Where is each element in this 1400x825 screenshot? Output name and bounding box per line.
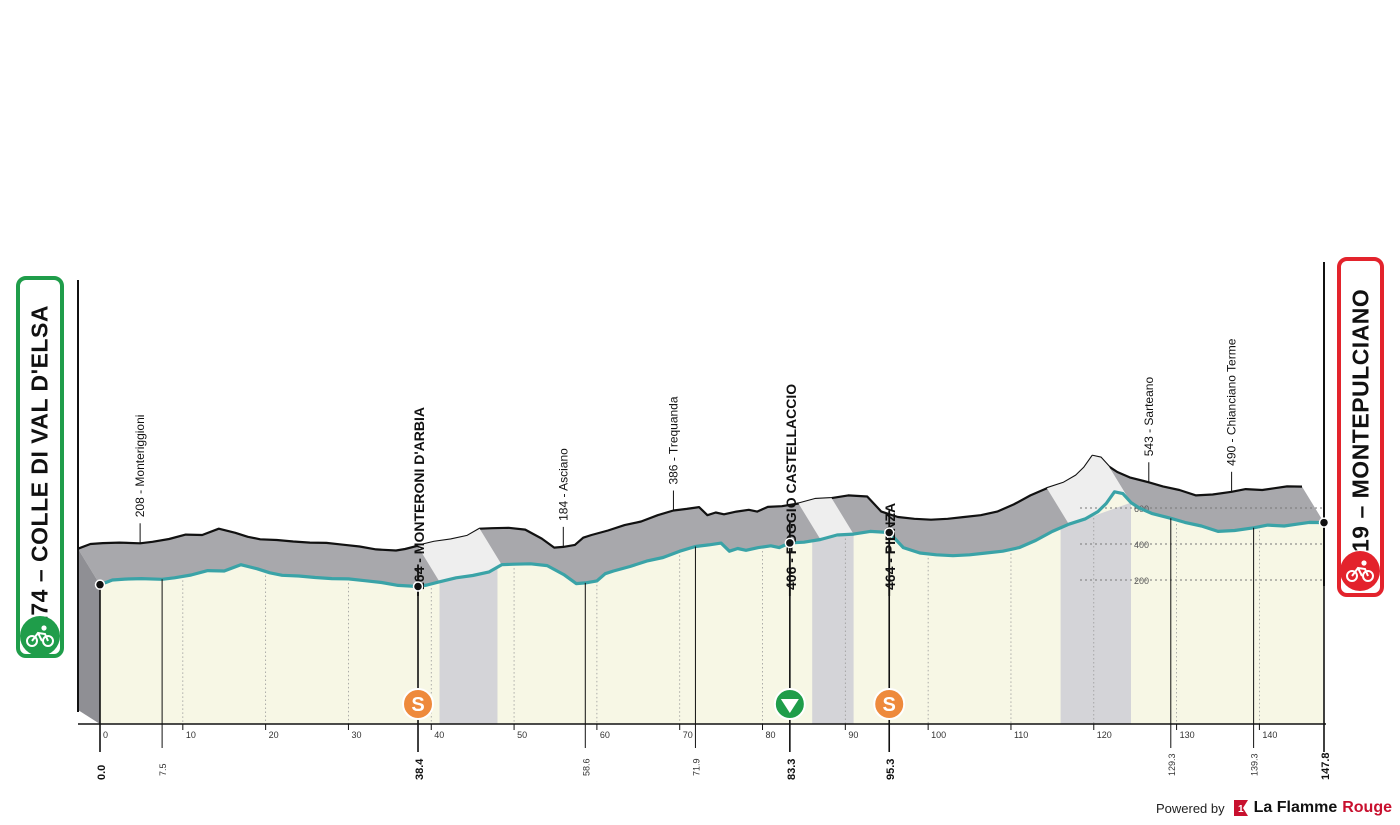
- terrain-band: [78, 455, 1324, 587]
- place-km-label-2: 58.6: [581, 758, 591, 776]
- place-km-label-7: 139.3: [1250, 753, 1260, 776]
- place-label-4: 406 - POGGIO CASTELLACCIO: [783, 384, 799, 590]
- road-line: [99, 490, 1325, 589]
- x-tick-label-90: 90: [848, 730, 858, 740]
- feed-zone-icon: [780, 699, 799, 713]
- finish-cyclist-icon: [1340, 551, 1380, 591]
- marker-km-label-2: 83.3: [786, 759, 798, 780]
- place-km-label-0: 7.5: [158, 763, 168, 776]
- marker-dot-3: [883, 527, 895, 538]
- start-banner: 174 – COLLE DI VAL D'ELSA: [16, 276, 64, 658]
- x-tick-label-140: 140: [1262, 730, 1277, 740]
- start-cyclist-icon: [20, 616, 60, 656]
- x-tick-label-70: 70: [683, 730, 693, 740]
- x-tick-label-120: 120: [1097, 730, 1112, 740]
- place-label-0: 208 - Monteriggioni: [133, 415, 147, 518]
- x-tick-label-110: 110: [1014, 730, 1028, 740]
- place-km-label-3: 71.9: [691, 758, 701, 776]
- place-label-5: 464 - PIENZA: [882, 503, 898, 590]
- sector-crest-2: [1046, 455, 1131, 525]
- x-tick-label-60: 60: [600, 730, 610, 740]
- place-label-2: 184 - Asciano: [556, 448, 570, 521]
- x-tick-label-0: 0: [103, 730, 108, 740]
- sector-crest-1: [798, 498, 854, 540]
- svg-text:1: 1: [1238, 804, 1244, 815]
- marker-dot-1: [412, 581, 424, 592]
- marker-km-label-4: 147.8: [1320, 752, 1332, 780]
- terrain-ridge-line: [77, 454, 1303, 552]
- powered-by-text: Powered by: [1155, 800, 1225, 816]
- place-label-7: 490 - Chianciano Terme: [1225, 338, 1239, 466]
- marker-km-label-1: 38.4: [414, 758, 426, 780]
- finish-banner: 519 – MONTEPULCIANO: [1337, 257, 1384, 597]
- brand-name: La Flamme: [1253, 799, 1338, 816]
- sprint-badge-2: [873, 688, 906, 720]
- footer: Powered by 1 La Flamme Rouge: [1156, 799, 1392, 817]
- marker-dot-4: [1318, 517, 1330, 528]
- start-label: 174 – COLLE DI VAL D'ELSA: [26, 305, 53, 629]
- marker-dot-0: [94, 579, 106, 590]
- place-km-label-6: 129.3: [1167, 753, 1177, 776]
- x-tick-label-100: 100: [931, 730, 946, 740]
- place-label-6: 543 - Sarteano: [1142, 377, 1156, 457]
- x-tick-label-80: 80: [766, 730, 776, 740]
- sector-band-1: [812, 534, 854, 724]
- sector-band-0: [439, 567, 498, 724]
- marker-dot-2: [784, 537, 796, 549]
- sprint-badge-0: [402, 688, 435, 720]
- sprint-icon: S: [883, 694, 896, 716]
- brand-name-accent: Rouge: [1342, 799, 1392, 816]
- x-tick-label-40: 40: [434, 730, 444, 740]
- finish-label: 519 – MONTEPULCIANO: [1347, 288, 1373, 566]
- brand-logo[interactable]: 1 La Flamme Rouge: [1233, 799, 1392, 817]
- terrain-wall: [78, 548, 100, 724]
- flag-icon: 1: [1233, 800, 1248, 816]
- sector-band-2: [1060, 502, 1131, 724]
- x-tick-label-10: 10: [186, 730, 196, 740]
- x-tick-label-130: 130: [1180, 730, 1195, 740]
- x-tick-label-20: 20: [269, 730, 279, 740]
- x-tick-label-50: 50: [517, 730, 527, 740]
- ground-area: [100, 491, 1324, 724]
- place-label-1: 164 - MONTERONI D'ARBIA: [411, 407, 427, 590]
- sector-crest-0: [417, 528, 502, 582]
- marker-km-label-0: 0.0: [96, 765, 108, 780]
- marker-km-label-3: 95.3: [885, 759, 897, 780]
- grid-label-200: 200: [1134, 576, 1149, 586]
- x-tick-label-30: 30: [351, 730, 361, 740]
- grid-label-400: 400: [1134, 540, 1149, 550]
- place-label-3: 386 - Trequanda: [666, 396, 680, 484]
- sprint-icon: S: [411, 694, 424, 716]
